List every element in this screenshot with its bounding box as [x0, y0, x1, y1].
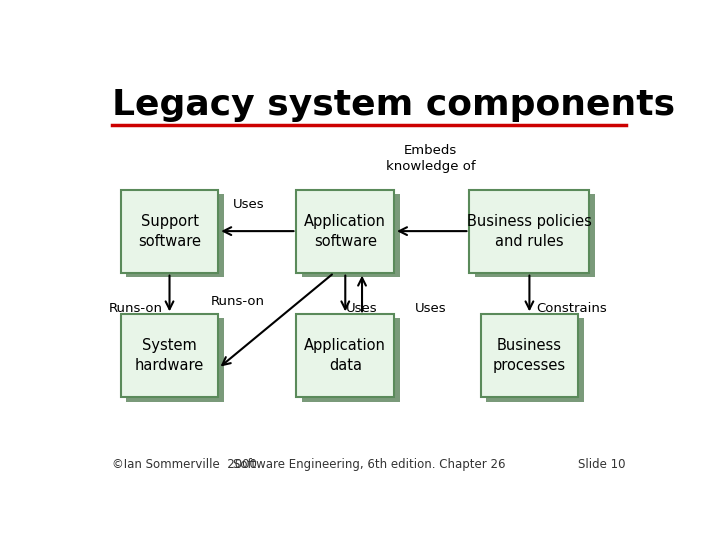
- Text: Application
software: Application software: [305, 214, 386, 248]
- FancyBboxPatch shape: [481, 314, 578, 397]
- FancyBboxPatch shape: [126, 194, 224, 277]
- Text: Embeds
knowledge of: Embeds knowledge of: [386, 144, 475, 173]
- Text: Runs-on: Runs-on: [109, 301, 163, 314]
- Text: Application
data: Application data: [305, 339, 386, 373]
- Text: Uses: Uses: [415, 301, 447, 314]
- Text: Software Engineering, 6th edition. Chapter 26: Software Engineering, 6th edition. Chapt…: [233, 458, 505, 471]
- Text: Uses: Uses: [346, 301, 377, 314]
- FancyBboxPatch shape: [121, 314, 218, 397]
- FancyBboxPatch shape: [302, 319, 400, 402]
- Text: Business
processes: Business processes: [493, 339, 566, 373]
- Text: Constrains: Constrains: [536, 301, 607, 314]
- Text: Legacy system components: Legacy system components: [112, 87, 675, 122]
- FancyBboxPatch shape: [121, 190, 218, 273]
- FancyBboxPatch shape: [475, 194, 595, 277]
- Text: Slide 10: Slide 10: [578, 458, 626, 471]
- Text: ©Ian Sommerville  2000: ©Ian Sommerville 2000: [112, 458, 257, 471]
- FancyBboxPatch shape: [302, 194, 400, 277]
- FancyBboxPatch shape: [486, 319, 584, 402]
- FancyBboxPatch shape: [297, 314, 394, 397]
- FancyBboxPatch shape: [469, 190, 590, 273]
- Text: Uses: Uses: [233, 198, 265, 211]
- FancyBboxPatch shape: [126, 319, 224, 402]
- Text: System
hardware: System hardware: [135, 339, 204, 373]
- Text: Support
software: Support software: [138, 214, 201, 248]
- FancyBboxPatch shape: [297, 190, 394, 273]
- Text: Business policies
and rules: Business policies and rules: [467, 214, 592, 248]
- Text: Runs-on: Runs-on: [211, 295, 265, 308]
